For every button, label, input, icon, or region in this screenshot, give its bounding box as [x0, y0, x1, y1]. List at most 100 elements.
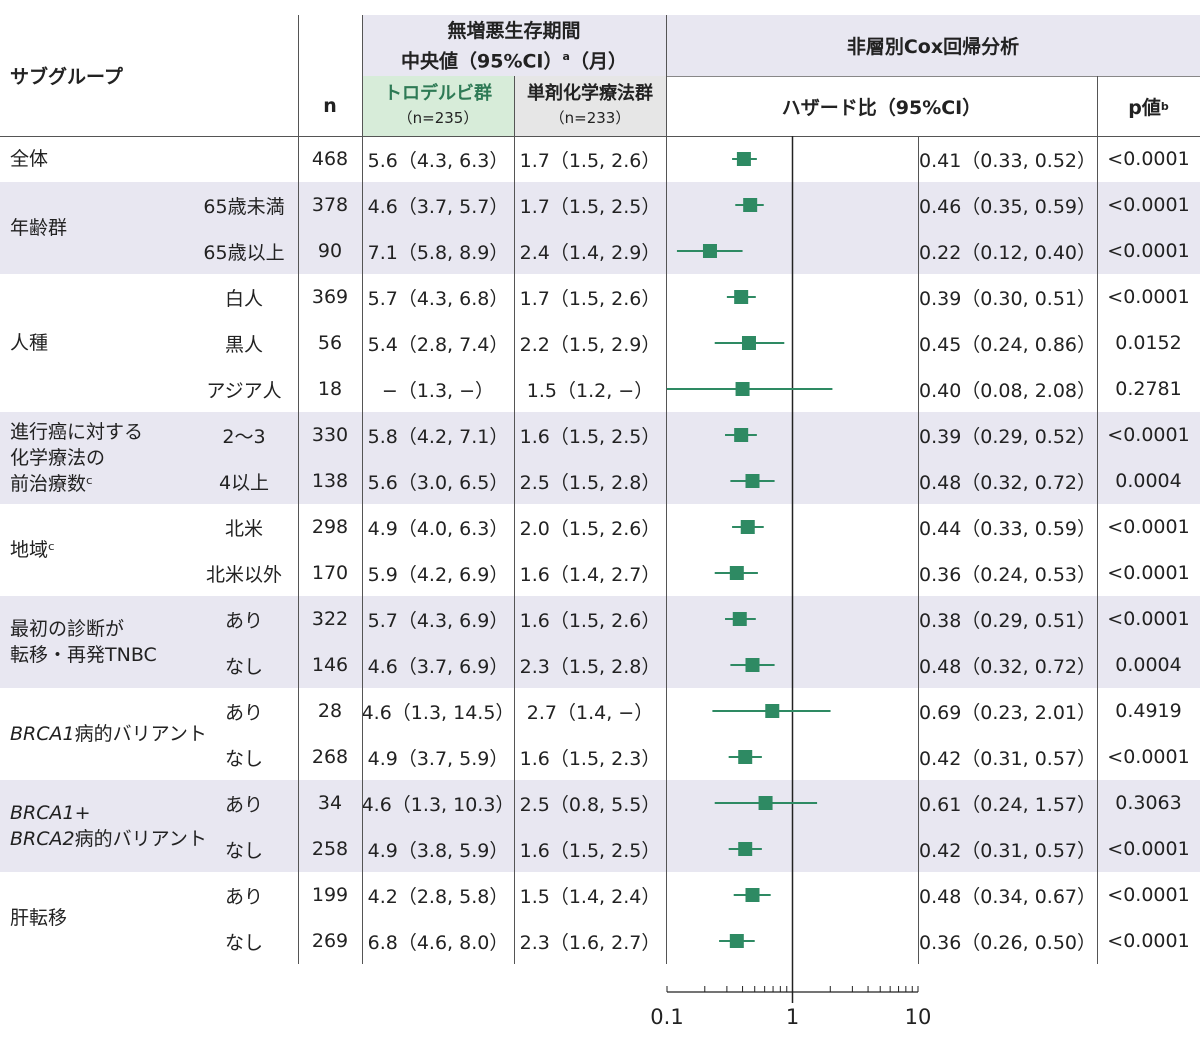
group-label: 地域ᶜ: [10, 504, 55, 596]
group-label-line: BRCA1+: [10, 802, 91, 824]
n-value: 468: [311, 148, 349, 170]
table-row: 2〜3 330 5.8（4.2, 7.1） 1.6（1.5, 2.5） 0.39（0.2…: [0, 412, 1200, 458]
arm2-median: 1.6（1.5, 2.6）: [519, 609, 661, 632]
table-row: 65歳以上 90 7.1（5.8, 8.9） 2.4（1.4, 2.9） 0.22（0.…: [0, 228, 1200, 274]
point-estimate: [740, 520, 755, 534]
arm2-median: 2.5（1.5, 2.8）: [519, 471, 661, 494]
point-estimate: [745, 474, 760, 488]
hazard-ratio: 0.39（0.30, 0.51）: [919, 287, 1096, 310]
p-value: 0.4919: [1115, 700, 1182, 722]
x-tick-label: 10: [905, 1005, 932, 1029]
arm1-median: 5.8（4.2, 7.1）: [367, 425, 509, 448]
arm2-median: 1.6（1.5, 2.3）: [519, 747, 661, 770]
arm1-median: 4.2（2.8, 5.8）: [367, 885, 509, 908]
arm2-median: 1.6（1.5, 2.5）: [519, 425, 661, 448]
point-estimate: [758, 796, 773, 810]
p-value: 0.0152: [1115, 332, 1182, 354]
table-row: なし 258 4.9（3.8, 5.9） 1.6（1.5, 2.5） 0.42（0.31…: [0, 826, 1200, 872]
pfs-title-line2: 中央値（95%CI）a（月）: [362, 44, 666, 74]
p-value: 0.0004: [1115, 470, 1182, 492]
point-estimate: [734, 428, 749, 442]
group-label-line: 転移・再発TNBC: [10, 644, 157, 666]
point-estimate: [738, 842, 753, 856]
hazard-ratio: 0.61（0.24, 1.57）: [919, 793, 1096, 816]
table-row: 北米以外 170 5.9（4.2, 6.9） 1.6（1.4, 2.7） 0.36（0.…: [0, 550, 1200, 596]
arm2-median: 2.0（1.5, 2.6）: [519, 517, 661, 540]
arm1-median: 6.8（4.6, 8.0）: [367, 931, 509, 954]
p-value: <0.0001: [1107, 286, 1190, 308]
n-value: 199: [311, 884, 349, 906]
point-estimate: [732, 612, 747, 626]
arm2-median: 1.7（1.5, 2.5）: [519, 195, 661, 218]
arm2-median: 1.6（1.5, 2.5）: [519, 839, 661, 862]
n-value: 369: [311, 286, 349, 308]
n-value: 138: [311, 470, 349, 492]
group-label-line: BRCA2病的バリアント: [10, 828, 207, 850]
group-label: 進行癌に対する 化学療法の 前治療数ᶜ: [10, 412, 143, 504]
group-label-line: 化学療法の: [10, 447, 106, 469]
arm1-median: 5.6（3.0, 6.5）: [367, 471, 509, 494]
subgroup-label: なし: [224, 655, 263, 678]
n-value: 18: [317, 378, 343, 400]
table-row: アジア人 18 −（1.3, −） 1.5（1.2, −） 0.40（0.08, 2.0…: [0, 366, 1200, 412]
p-value: <0.0001: [1107, 240, 1190, 262]
group-label: 全体: [10, 136, 48, 182]
table-row: 468 5.6（4.3, 6.3） 1.7（1.5, 2.6） 0.41（0.33, …: [0, 136, 1200, 182]
group-band: [0, 780, 1200, 872]
n-value: 90: [317, 240, 343, 262]
subgroup-label: なし: [224, 747, 263, 770]
pfs-title-median: 中央値（95%CI）: [401, 50, 563, 73]
column-divider: [514, 136, 515, 964]
subgroup-label: 2〜3: [222, 425, 266, 448]
n-value: 34: [317, 792, 343, 814]
n-header: n: [323, 95, 337, 117]
table-row: 黒人 56 5.4（2.8, 7.4） 2.2（1.5, 2.9） 0.45（0.24,…: [0, 320, 1200, 366]
hazard-ratio: 0.22（0.12, 0.40）: [919, 241, 1096, 264]
subgroup-label: あり: [224, 609, 263, 632]
arm1-median: 4.9（4.0, 6.3）: [367, 517, 509, 540]
arm1-n: （n=235）: [397, 109, 479, 127]
hazard-ratio: 0.38（0.29, 0.51）: [919, 609, 1096, 632]
group-label-line: 肝転移: [10, 907, 68, 929]
group-label: 最初の診断が 転移・再発TNBC: [10, 596, 157, 688]
header-band: [362, 15, 1200, 76]
point-estimate: [741, 336, 756, 350]
hazard-ratio: 0.46（0.35, 0.59）: [919, 195, 1096, 218]
hazard-ratio: 0.40（0.08, 2.08）: [919, 379, 1096, 402]
group-label-line: 人種: [10, 332, 49, 354]
n-value: 28: [317, 700, 343, 722]
group-label-line: 全体: [10, 148, 49, 170]
arm1-header-bg: [362, 76, 514, 136]
subgroup-label: 4以上: [218, 471, 270, 494]
column-divider: [918, 136, 919, 964]
arm1-header: トロデルビ群 （n=235）: [362, 82, 514, 130]
group-label: 年齢群: [10, 182, 67, 274]
arm2-median: 2.5（0.8, 5.5）: [519, 793, 661, 816]
p-value: <0.0001: [1107, 884, 1190, 906]
point-estimate: [729, 934, 744, 948]
arm1-median: 5.4（2.8, 7.4）: [367, 333, 509, 356]
n-value: 258: [311, 838, 349, 860]
table-row: 白人 369 5.7（4.3, 6.8） 1.7（1.5, 2.6） 0.39（0.30…: [0, 274, 1200, 320]
hazard-ratio: 0.36（0.24, 0.53）: [919, 563, 1096, 586]
p-value: <0.0001: [1107, 424, 1190, 446]
subgroup-label: 北米以外: [205, 563, 282, 586]
table-row: なし 146 4.6（3.7, 6.9） 2.3（1.5, 2.8） 0.48（0.32…: [0, 642, 1200, 688]
column-divider: [298, 15, 299, 964]
group-label: 人種: [10, 274, 48, 412]
subgroup-label: なし: [224, 839, 263, 862]
subgroup-header: サブグループ: [10, 66, 123, 88]
n-value: 269: [311, 930, 349, 952]
hazard-ratio: 0.42（0.31, 0.57）: [919, 839, 1096, 862]
point-estimate: [729, 566, 744, 580]
table-row: あり 322 5.7（4.3, 6.9） 1.6（1.5, 2.6） 0.38（0.29…: [0, 596, 1200, 642]
arm1-median: 4.6（1.3, 14.5）: [361, 701, 515, 724]
n-value: 322: [311, 608, 349, 630]
group-label: BRCA1病的バリアント: [10, 688, 207, 780]
hazard-ratio: 0.48（0.32, 0.72）: [919, 471, 1096, 494]
arm2-label: 単剤化学療法群: [527, 83, 653, 104]
arm1-median: 5.6（4.3, 6.3）: [367, 149, 509, 172]
pfs-header: 無増悪生存期間 中央値（95%CI）a（月）: [362, 18, 666, 74]
cox-header: 非層別Cox回帰分析: [846, 36, 1020, 58]
group-label-line: 前治療数ᶜ: [10, 473, 94, 495]
